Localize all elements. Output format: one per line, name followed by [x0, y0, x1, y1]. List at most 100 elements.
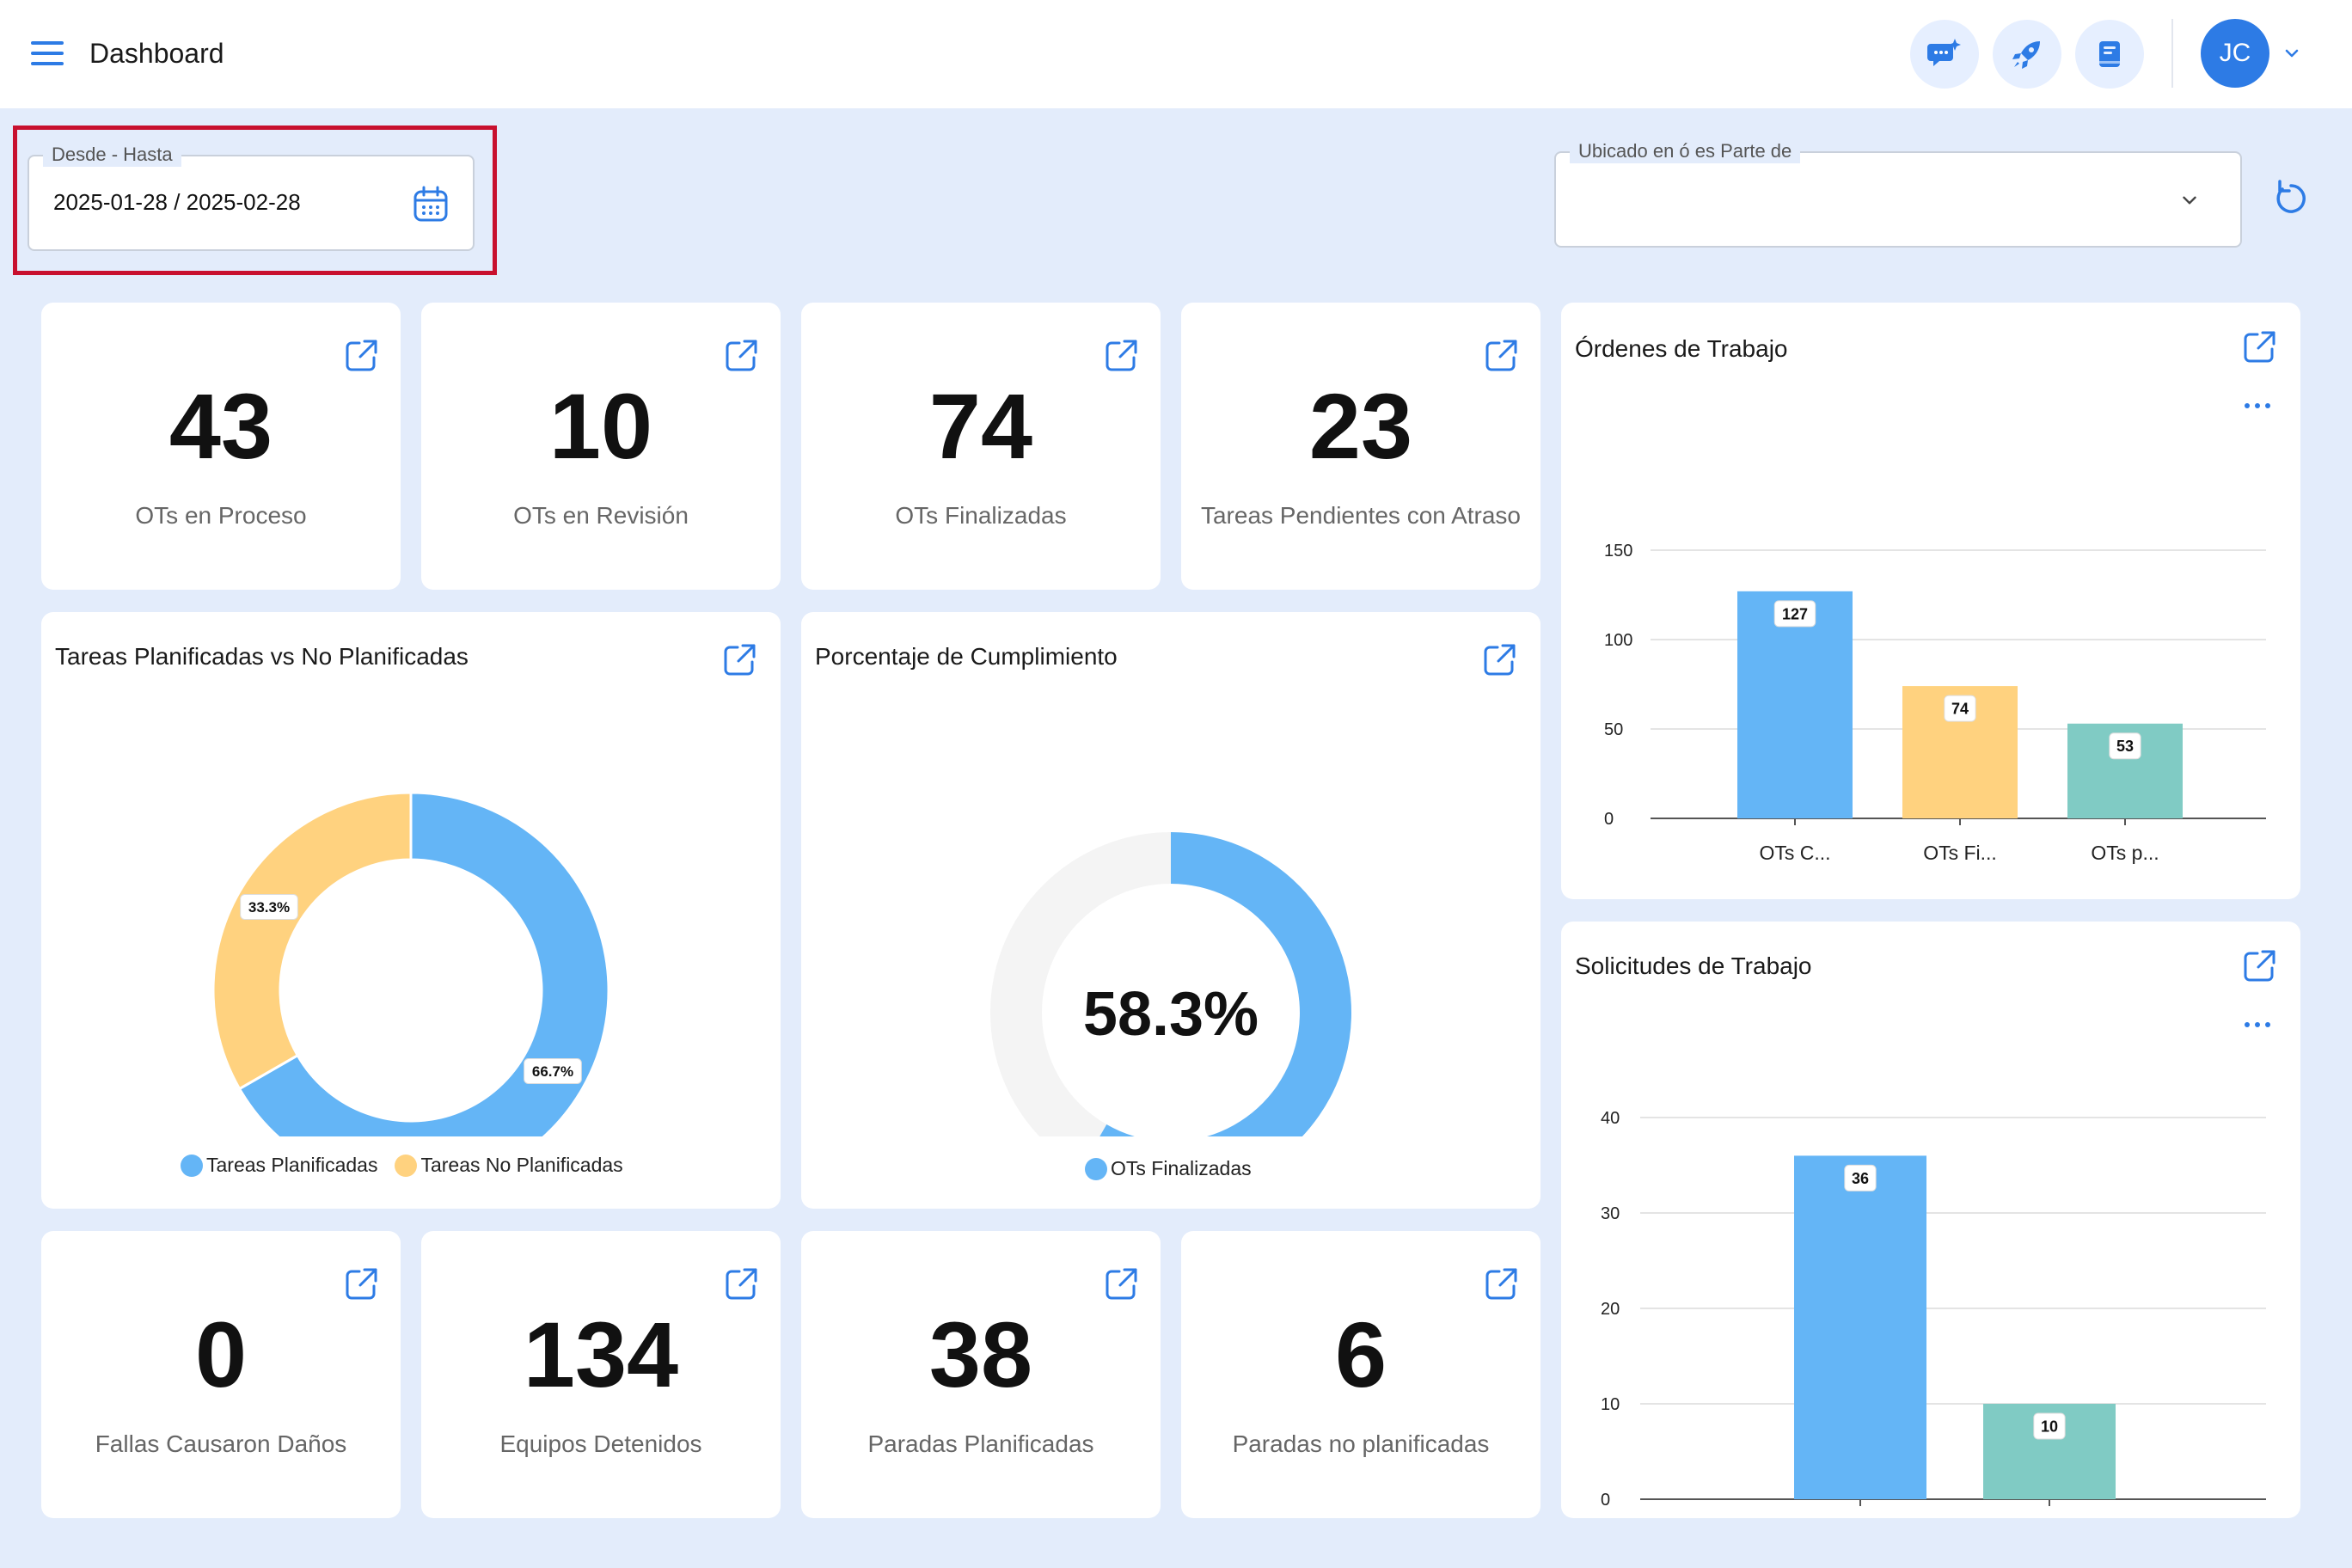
legend-label: OTs Finalizadas: [1111, 1157, 1252, 1179]
card-title: Órdenes de Trabajo: [1575, 335, 1788, 362]
external-link-icon[interactable]: [722, 1265, 760, 1303]
legend-item-planned[interactable]: Tareas Planificadas: [181, 1154, 377, 1177]
calendar-icon[interactable]: [413, 186, 449, 224]
compliance-card: Porcentaje de Cumplimiento 58.3% OTs Fin…: [801, 612, 1540, 1209]
bar-data-label-box: [1944, 695, 1976, 722]
compliance-donut: 58.3%: [990, 832, 1351, 1136]
kpi-card-ots-in-process: 43 OTs en Proceso: [41, 303, 401, 590]
work-orders-bar-chart: 0 50 100 150 OTs C... 127 OTs Fi... 74 OTs p... 5…: [1604, 542, 2266, 864]
legend-label: Tareas No Planificadas: [420, 1154, 623, 1176]
donut-legend: OTs Finalizadas: [1085, 1157, 1269, 1180]
legend-item-finished[interactable]: OTs Finalizadas: [1085, 1157, 1252, 1180]
external-link-icon[interactable]: [1482, 337, 1520, 375]
external-link-icon[interactable]: [2240, 947, 2278, 985]
y-tick-label: 100: [1604, 631, 1632, 650]
kpi-label: Equipos Detenidos: [499, 1430, 702, 1457]
external-link-icon[interactable]: [1102, 337, 1140, 375]
kpi-value: 43: [168, 374, 273, 478]
bar-data-label: 10: [2041, 1418, 2058, 1435]
external-link-icon[interactable]: [2240, 328, 2278, 366]
chevron-down-icon[interactable]: [2282, 43, 2302, 64]
donut-data-label: 66.7%: [532, 1063, 573, 1080]
kpi-label: Paradas Planificadas: [867, 1430, 1094, 1457]
y-tick-label: 10: [1601, 1395, 1620, 1414]
kpi-card-failures-damage: 0 Fallas Causaron Daños: [41, 1231, 401, 1518]
donut-center-label: 58.3%: [1083, 980, 1259, 1049]
legend-item-unplanned[interactable]: Tareas No Planificadas: [395, 1154, 623, 1177]
chat-sparkle-icon: [1927, 39, 1961, 66]
bar-data-label-box: [2109, 732, 2141, 760]
bar-data-label: 127: [1782, 605, 1808, 622]
location-select[interactable]: Ubicado en ó es Parte de: [1554, 139, 2242, 248]
kpi-card-unplanned-stops: 6 Paradas no planificadas: [1181, 1231, 1540, 1518]
bar-data-label-box: [2033, 1412, 2066, 1440]
chat-sparkle-button[interactable]: [1910, 20, 1979, 89]
kpi-card-overdue-tasks: 23 Tareas Pendientes con Atraso: [1181, 303, 1540, 590]
y-tick-label: 50: [1604, 720, 1623, 739]
more-options-icon[interactable]: [2240, 1020, 2275, 1030]
y-tick-label: 150: [1604, 542, 1632, 560]
kpi-label: OTs en Proceso: [135, 502, 307, 529]
card-title: Solicitudes de Trabajo: [1575, 952, 1812, 979]
external-link-icon[interactable]: [1102, 1265, 1140, 1303]
donut-slice-0: [1099, 832, 1351, 1136]
external-link-icon[interactable]: [342, 337, 380, 375]
kpi-value: 23: [1308, 374, 1413, 478]
x-tick-label: OTs p...: [2091, 842, 2159, 864]
work-requests-bar-chart: 010203040Cre...36Soluc...10: [1601, 1109, 2266, 1510]
date-range-value: 2025-01-28 / 2025-02-28: [53, 189, 301, 215]
bar: [1794, 1155, 1926, 1499]
book-icon: [2099, 41, 2120, 67]
kpi-label: Fallas Causaron Daños: [95, 1430, 347, 1457]
planned-tasks-donut: 66.7% 33.3%: [211, 791, 610, 1136]
kpi-card-ots-finished: 74 OTs Finalizadas: [801, 303, 1161, 590]
refresh-icon[interactable]: [2269, 177, 2311, 218]
bar-data-label: 36: [1852, 1170, 1869, 1187]
bar-data-label: 53: [2116, 738, 2134, 755]
more-options-icon[interactable]: [2240, 401, 2275, 411]
kpi-label: Paradas no planificadas: [1232, 1430, 1490, 1457]
legend-marker: [181, 1154, 203, 1177]
kpi-value: 74: [928, 374, 1033, 478]
external-link-icon[interactable]: [342, 1265, 380, 1303]
external-link-icon[interactable]: [722, 337, 760, 375]
kpi-value: 0: [194, 1302, 248, 1406]
date-range-label: Desde - Hasta: [43, 143, 181, 167]
legend-marker: [395, 1154, 418, 1177]
donut-data-label: 33.3%: [248, 899, 290, 916]
menu-icon[interactable]: [31, 40, 64, 67]
bar-data-label: 74: [1951, 701, 1969, 718]
date-range-field[interactable]: Desde - Hasta 2025-01-28 / 2025-02-28: [28, 143, 475, 251]
work-requests-card: Solicitudes de Trabajo 010203040Cre...36…: [1561, 922, 2300, 1518]
rocket-button[interactable]: [1993, 20, 2061, 89]
location-label: Ubicado en ó es Parte de: [1570, 139, 1801, 163]
x-tick-label: OTs C...: [1759, 842, 1830, 864]
kpi-label: OTs Finalizadas: [895, 502, 1067, 529]
x-tick-label: OTs Fi...: [1923, 842, 1997, 864]
kpi-value: 6: [1334, 1302, 1387, 1406]
book-button[interactable]: [2075, 20, 2144, 89]
avatar[interactable]: JC: [2201, 19, 2269, 88]
y-tick-label: 40: [1601, 1109, 1620, 1128]
rocket-icon: [2012, 41, 2040, 69]
kpi-label: Tareas Pendientes con Atraso: [1200, 502, 1521, 529]
external-link-icon[interactable]: [720, 641, 758, 679]
donut-legend: Tareas Planificadas Tareas No Planificad…: [181, 1154, 640, 1177]
legend-marker: [1085, 1157, 1107, 1180]
bar-data-label-box: [1773, 600, 1816, 628]
y-tick-label: 0: [1601, 1491, 1610, 1510]
card-title: Porcentaje de Cumplimiento: [815, 643, 1118, 670]
kpi-card-stopped-equipment: 134 Equipos Detenidos: [421, 1231, 781, 1518]
external-link-icon[interactable]: [1482, 1265, 1520, 1303]
y-tick-label: 20: [1601, 1300, 1620, 1319]
kpi-value: 38: [928, 1302, 1033, 1406]
y-tick-label: 0: [1604, 810, 1614, 829]
bar-data-label-box: [1844, 1164, 1877, 1191]
legend-label: Tareas Planificadas: [206, 1154, 378, 1176]
card-title: Tareas Planificadas vs No Planificadas: [55, 643, 469, 670]
bar: [1737, 591, 1853, 818]
top-bar: Dashboard JC: [0, 0, 2352, 108]
donut-data-label-box: [240, 894, 298, 920]
external-link-icon[interactable]: [1480, 641, 1518, 679]
kpi-value: 10: [548, 374, 653, 478]
